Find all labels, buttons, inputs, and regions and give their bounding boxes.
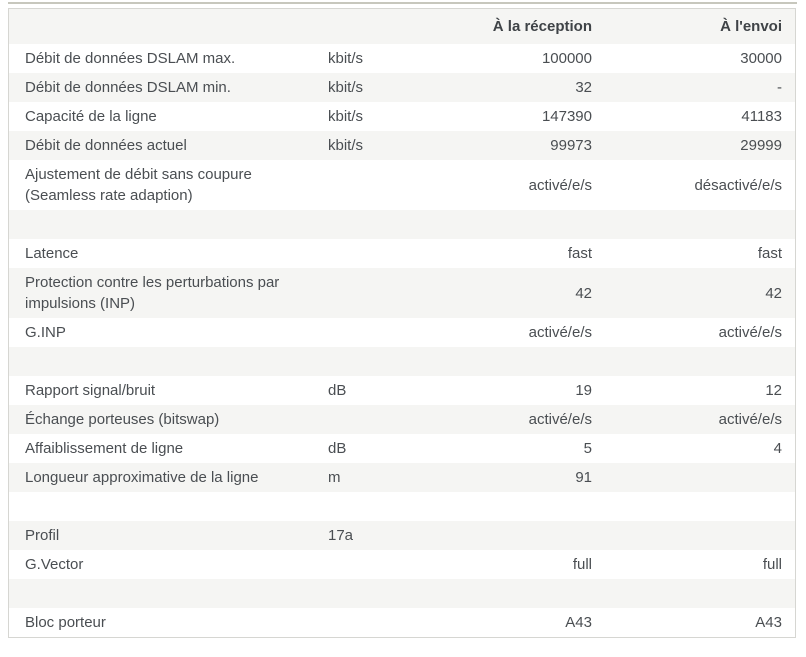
row-label: Débit de données actuel <box>25 137 187 154</box>
cell-reception: 42 <box>575 284 592 302</box>
spacer-row <box>9 579 795 608</box>
cell-reception: 99973 <box>550 137 592 154</box>
table-row: Rapport signal/bruit dB 19 12 <box>9 376 795 405</box>
table-row: Débit de données DSLAM max. kbit/s 100000 3… <box>9 44 795 73</box>
table-row: Latence fast fast <box>9 239 795 268</box>
cell-reception: fast <box>567 245 592 262</box>
cell-label: Rapport signal/bruit <box>9 376 328 405</box>
table-row: Ajustement de débit sans coupure (Seamle… <box>9 160 795 210</box>
cell-envoi: full <box>762 556 782 573</box>
cell-reception: activé/e/s <box>528 324 592 341</box>
dsl-stats-table: À la réception À l'envoi Débit de donnée… <box>8 8 796 638</box>
row-label: Échange porteuses (bitswap) <box>25 411 220 428</box>
table-row: Débit de données DSLAM min. kbit/s 32 - <box>9 73 795 102</box>
table-row: Capacité de la ligne kbit/s 147390 41183 <box>9 102 795 131</box>
cell-reception: 91 <box>575 469 592 486</box>
table-row: Échange porteuses (bitswap) activé/e/s act… <box>9 405 795 434</box>
table-row: Longueur approximative de la ligne m 91 <box>9 463 795 492</box>
row-label: Latence <box>25 245 79 262</box>
row-label: Longueur approximative de la ligne <box>25 469 259 486</box>
cell-unit: dB <box>328 440 347 457</box>
cell-reception: activé/e/s <box>528 411 592 428</box>
cell-reception: 32 <box>575 79 592 96</box>
cell-unit: kbit/s <box>328 137 364 154</box>
cell-unit: 17a <box>328 527 354 544</box>
table-header-row: À la réception À l'envoi <box>9 9 795 44</box>
row-label: Ajustement de débit sans coupure (Seamle… <box>25 166 252 204</box>
row-label: Affaiblissement de ligne <box>25 440 184 457</box>
cell-label: Affaiblissement de ligne <box>9 434 328 463</box>
table-row: Bloc porteur A43 A43 <box>9 608 795 637</box>
cell-label: Longueur approximative de la ligne <box>9 463 328 492</box>
cell-unit: dB <box>328 382 347 399</box>
cell-unit: kbit/s <box>328 108 364 125</box>
row-label: G.Vector <box>25 556 84 573</box>
cell-label: G.INP <box>9 318 328 347</box>
row-label: Rapport signal/bruit <box>25 382 156 399</box>
row-label: Protection contre les perturbations par … <box>25 274 280 312</box>
cell-envoi: désactivé/e/s <box>694 176 782 194</box>
cell-label: G.Vector <box>9 550 328 579</box>
cell-reception: A43 <box>565 614 592 631</box>
cell-envoi: 4 <box>773 440 782 457</box>
table-row: G.Vector full full <box>9 550 795 579</box>
cell-unit: kbit/s <box>328 79 364 96</box>
cell-envoi: 29999 <box>740 137 782 154</box>
row-label: G.INP <box>25 324 66 341</box>
row-label: Profil <box>25 527 60 544</box>
cell-envoi: activé/e/s <box>718 324 782 341</box>
cell-label: Débit de données DSLAM min. <box>9 73 328 102</box>
table-row: Débit de données actuel kbit/s 99973 29999 <box>9 131 795 160</box>
cell-envoi: activé/e/s <box>718 411 782 428</box>
header-envoi-cell: À l'envoi <box>720 18 782 35</box>
cell-reception: 5 <box>583 440 592 457</box>
cell-envoi: 12 <box>765 382 782 399</box>
table-row: Affaiblissement de ligne dB 5 4 <box>9 434 795 463</box>
cell-envoi: - <box>777 79 782 96</box>
cell-reception: activé/e/s <box>528 176 592 194</box>
cell-envoi: A43 <box>755 614 782 631</box>
cell-unit: kbit/s <box>328 50 364 67</box>
cell-label: Capacité de la ligne <box>9 102 328 131</box>
cell-label: Débit de données DSLAM max. <box>9 44 328 73</box>
cell-reception: 147390 <box>541 108 592 125</box>
cell-reception: 100000 <box>541 50 592 67</box>
spacer-row <box>9 347 795 376</box>
table-row: G.INP activé/e/s activé/e/s <box>9 318 795 347</box>
spacer-row <box>9 492 795 521</box>
cell-reception: full <box>572 556 592 573</box>
cell-label: Protection contre les perturbations par … <box>9 268 328 318</box>
row-label: Débit de données DSLAM min. <box>25 79 231 96</box>
table-row: Profil 17a <box>9 521 795 550</box>
cell-envoi: fast <box>757 245 782 262</box>
spacer-row <box>9 210 795 239</box>
cell-envoi: 42 <box>765 284 782 302</box>
table-row: Protection contre les perturbations par … <box>9 268 795 318</box>
section-divider <box>8 2 797 4</box>
cell-envoi: 41183 <box>741 108 782 125</box>
row-label: Bloc porteur <box>25 614 106 631</box>
cell-label: Ajustement de débit sans coupure (Seamle… <box>9 160 328 210</box>
row-label: Capacité de la ligne <box>25 108 157 125</box>
cell-label: Bloc porteur <box>9 608 328 637</box>
cell-unit: m <box>328 469 341 486</box>
cell-reception: 19 <box>575 382 592 399</box>
row-label: Débit de données DSLAM max. <box>25 50 236 67</box>
cell-label: Échange porteuses (bitswap) <box>9 405 328 434</box>
header-reception-cell: À la réception <box>492 18 592 35</box>
cell-label: Latence <box>9 239 328 268</box>
cell-label: Profil <box>9 521 328 550</box>
cell-label: Débit de données actuel <box>9 131 328 160</box>
cell-envoi: 30000 <box>740 50 782 67</box>
